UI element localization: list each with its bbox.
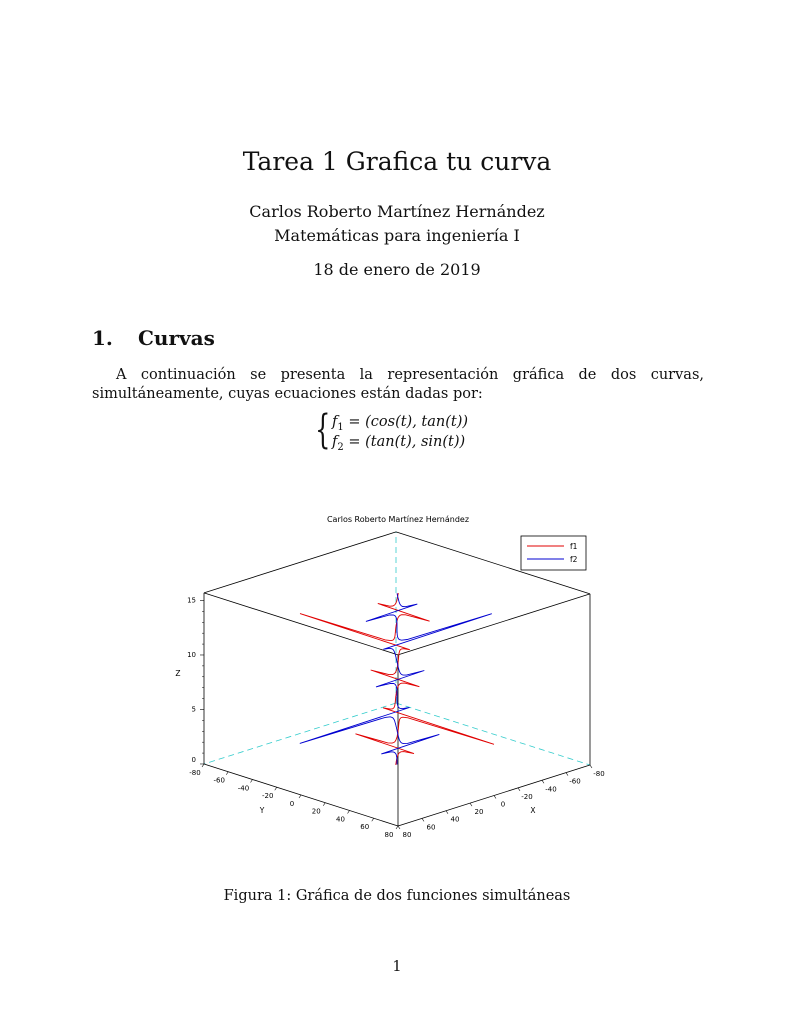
- hidden-edge: [395, 702, 591, 766]
- equation-f2: f2 = (tan(t), sin(t)): [332, 434, 466, 453]
- x-tick-label: 80: [403, 831, 412, 839]
- y-tick-label: -20: [262, 792, 273, 800]
- legend: f1 f2: [520, 535, 587, 571]
- x-tick: [589, 764, 593, 769]
- y-tick-label: 80: [385, 831, 394, 839]
- document-title: Tarea 1 Grafica tu curva: [242, 147, 552, 176]
- y-tick: [371, 818, 374, 822]
- chart-title: Carlos Roberto Martínez Hernández: [327, 515, 469, 524]
- y-tick-label: 40: [336, 815, 345, 823]
- z-tick-label: 0: [192, 756, 196, 764]
- z-tick-label: 5: [192, 705, 196, 713]
- z-tick-label: 15: [187, 596, 196, 604]
- y-tick-label: 0: [290, 800, 294, 808]
- x-tick-label: -60: [569, 778, 580, 786]
- x-tick-label: 20: [475, 808, 484, 816]
- x-tick-label: -20: [521, 793, 532, 801]
- x-tick-label: 40: [451, 816, 460, 824]
- z-axis-label: Z: [175, 669, 180, 678]
- y-tick: [323, 802, 326, 806]
- box-edge: [397, 593, 591, 656]
- y-tick: [201, 763, 205, 768]
- axes-box: [203, 531, 591, 827]
- 3d-plot: Carlos Roberto Martínez Hernández -80 -60…: [175, 515, 605, 839]
- y-tick-label: 20: [312, 808, 321, 816]
- legend-label-f2: f2: [570, 555, 578, 564]
- x-tick: [541, 780, 545, 784]
- x-tick-label: 0: [501, 801, 505, 809]
- y-tick: [250, 779, 253, 783]
- y-tick: [347, 810, 350, 814]
- y-tick-label: -60: [214, 777, 225, 785]
- x-tick: [565, 772, 569, 776]
- x-tick-label: 60: [427, 823, 436, 831]
- hidden-edge: [203, 702, 397, 765]
- date: 18 de enero de 2019: [313, 260, 481, 279]
- x-axis-label: X: [530, 806, 535, 815]
- y-tick-label: -40: [238, 784, 249, 792]
- box-edge: [203, 531, 397, 594]
- y-tick: [298, 794, 302, 799]
- x-tick: [445, 810, 449, 814]
- y-tick: [226, 771, 229, 775]
- equation-f1: f1 = (cos(t), tan(t)): [332, 414, 469, 433]
- page-number: 1: [392, 959, 402, 975]
- y-tick-label: 60: [360, 823, 369, 831]
- legend-box: [520, 535, 587, 571]
- paragraph: A continuación se presenta la representa…: [92, 367, 704, 402]
- ticks: -80 -60 -40 -20 0 20 40 60 80 -80 -60 -40 -20 0 20 40 60…: [187, 596, 605, 839]
- z-tick-label: 10: [187, 651, 196, 659]
- y-tick: [395, 825, 399, 830]
- x-tick: [397, 825, 401, 830]
- author: Carlos Roberto Martínez Hernández: [249, 202, 545, 221]
- curve-f1: [299, 592, 495, 765]
- section-number: 1.: [92, 326, 113, 350]
- y-axis-label: Y: [259, 806, 265, 815]
- curve-f2: [299, 593, 492, 765]
- brace: {: [315, 407, 331, 453]
- legend-label-f1: f1: [570, 542, 578, 551]
- section-title: Curvas: [138, 326, 215, 350]
- section-heading: 1. Curvas: [92, 326, 215, 350]
- x-tick-label: -40: [545, 785, 556, 793]
- y-tick-label: -80: [189, 769, 200, 777]
- box-edge: [395, 531, 591, 595]
- box-edge: [203, 592, 399, 656]
- x-tick: [517, 787, 521, 792]
- x-tick: [421, 818, 425, 822]
- x-tick: [493, 795, 497, 799]
- curves: [299, 592, 495, 765]
- affiliation: Matemáticas para ingeniería I: [274, 226, 520, 245]
- figure-caption: Figura 1: Gráfica de dos funciones simul…: [223, 888, 571, 904]
- x-tick: [469, 802, 473, 807]
- x-tick-label: -80: [593, 770, 604, 778]
- y-tick: [274, 787, 277, 791]
